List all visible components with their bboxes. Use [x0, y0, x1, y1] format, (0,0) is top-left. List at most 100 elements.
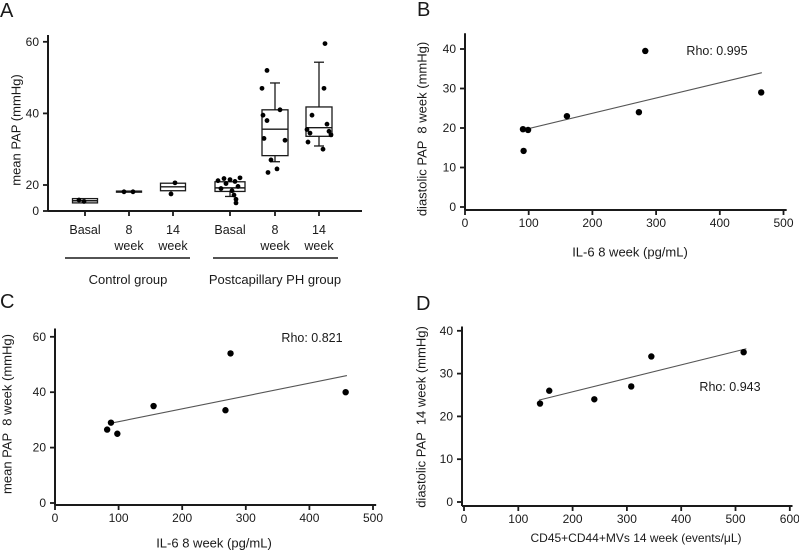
data-point: [227, 350, 234, 357]
category-label: week: [113, 239, 144, 253]
panel-b-x-axis-title: IL-6 8 week (pg/mL): [572, 244, 688, 260]
y-tick-label: 20: [26, 178, 40, 192]
data-point: [264, 118, 270, 123]
data-point: [218, 186, 224, 191]
group-label: Postcapillary PH group: [209, 272, 341, 287]
data-point: [81, 199, 87, 204]
y-tick-label: 30: [443, 82, 457, 96]
x-tick-label: 500: [773, 216, 793, 230]
y-tick-label: 40: [443, 42, 457, 56]
y-tick-label: 20: [440, 409, 454, 423]
data-point: [260, 112, 266, 118]
x-tick-label: 0: [462, 216, 469, 230]
x-tick-label: 200: [582, 216, 602, 230]
x-tick-label: 300: [236, 511, 256, 525]
data-point: [524, 126, 532, 134]
panel-a-plot: 0 20 40 60 Basal 8 week 14 week Basal 8 week 14 week C…: [26, 35, 362, 287]
panel-d-rho-annotation: Rho: 0.943: [699, 379, 761, 394]
y-tick-label: 10: [440, 452, 454, 466]
category-label: 8: [272, 223, 279, 237]
data-point: [215, 178, 221, 184]
data-point: [309, 112, 315, 118]
data-point: [259, 85, 265, 91]
category-label: 14: [312, 223, 326, 237]
panel-letter-a: A: [0, 0, 14, 22]
panel-d-y-axis-title: diastolic PAP 14 week (mmHg): [413, 326, 429, 508]
data-point: [121, 189, 127, 195]
y-tick-label: 20: [443, 121, 457, 135]
panel-c-y-axis-title: mean PAP 8 week (mmHg): [0, 334, 15, 494]
y-tick-label: 0: [39, 496, 46, 510]
panel-b-y-axis-title: diastolic PAP 8 week (mmHg): [414, 41, 430, 217]
trend-line: [526, 72, 762, 130]
y-tick-label: 40: [26, 106, 40, 120]
data-point: [227, 177, 233, 183]
panel-a-y-axis-title: mean PAP (mmHg): [8, 74, 24, 186]
x-tick-label: 500: [363, 511, 383, 525]
category-label: Basal: [69, 223, 100, 237]
data-point: [223, 181, 229, 186]
group-label: Control group: [89, 272, 168, 287]
data-point: [322, 41, 328, 46]
data-point: [519, 125, 527, 133]
data-point: [320, 146, 326, 152]
x-tick-label: 300: [617, 512, 637, 526]
data-point: [233, 200, 239, 206]
data-point: [628, 383, 635, 390]
trend-line: [110, 375, 348, 424]
x-tick-label: 0: [461, 512, 468, 526]
y-tick-label: 10: [443, 161, 457, 175]
x-tick-label: 200: [172, 511, 192, 525]
data-point: [307, 130, 313, 136]
panel-d-x-axis-title: CD45+CD44+MVs 14 week (events/μL): [530, 531, 742, 545]
data-point: [235, 184, 241, 189]
x-tick-label: 400: [671, 512, 691, 526]
category-label: Basal: [214, 223, 245, 237]
panel-b-rho-annotation: Rho: 0.995: [686, 43, 748, 58]
data-point: [305, 139, 311, 145]
data-point: [229, 188, 235, 194]
data-point: [232, 179, 238, 184]
data-point: [648, 353, 655, 360]
category-label: week: [303, 239, 334, 253]
data-point: [265, 170, 271, 175]
data-point: [642, 47, 649, 55]
x-tick-label: 200: [563, 512, 583, 526]
data-point: [172, 180, 178, 186]
data-point: [233, 196, 239, 202]
data-point: [591, 396, 598, 403]
x-tick-label: 100: [508, 512, 528, 526]
data-point: [635, 109, 643, 116]
data-point: [758, 89, 765, 96]
x-tick-label: 100: [109, 511, 129, 525]
x-tick-label: 500: [725, 512, 745, 526]
y-tick-label: 40: [440, 324, 454, 338]
data-point: [520, 147, 527, 155]
data-point: [76, 197, 82, 203]
x-tick-label: 600: [780, 512, 799, 526]
y-tick-label: 20: [33, 441, 47, 455]
x-tick-label: 100: [519, 216, 539, 230]
category-label: 14: [166, 223, 180, 237]
data-point: [328, 132, 334, 138]
x-tick-label: 0: [52, 511, 59, 525]
data-point: [150, 402, 157, 410]
panel-c-plot: 0 20 40 60 0 100 200 300 400 500: [33, 328, 383, 525]
y-tick-label: 40: [33, 385, 47, 399]
category-label: 8: [126, 223, 133, 237]
data-point: [321, 85, 327, 91]
data-point: [536, 400, 544, 407]
panel-letter-d: D: [416, 293, 431, 315]
y-tick-label: 60: [26, 35, 40, 49]
data-point: [231, 192, 237, 198]
data-point: [546, 387, 553, 394]
data-point: [326, 128, 332, 134]
data-point: [261, 136, 267, 141]
data-point: [342, 389, 349, 396]
data-point: [114, 430, 121, 437]
data-point: [222, 407, 229, 414]
data-point: [264, 68, 270, 73]
panel-letter-b: B: [417, 0, 431, 21]
